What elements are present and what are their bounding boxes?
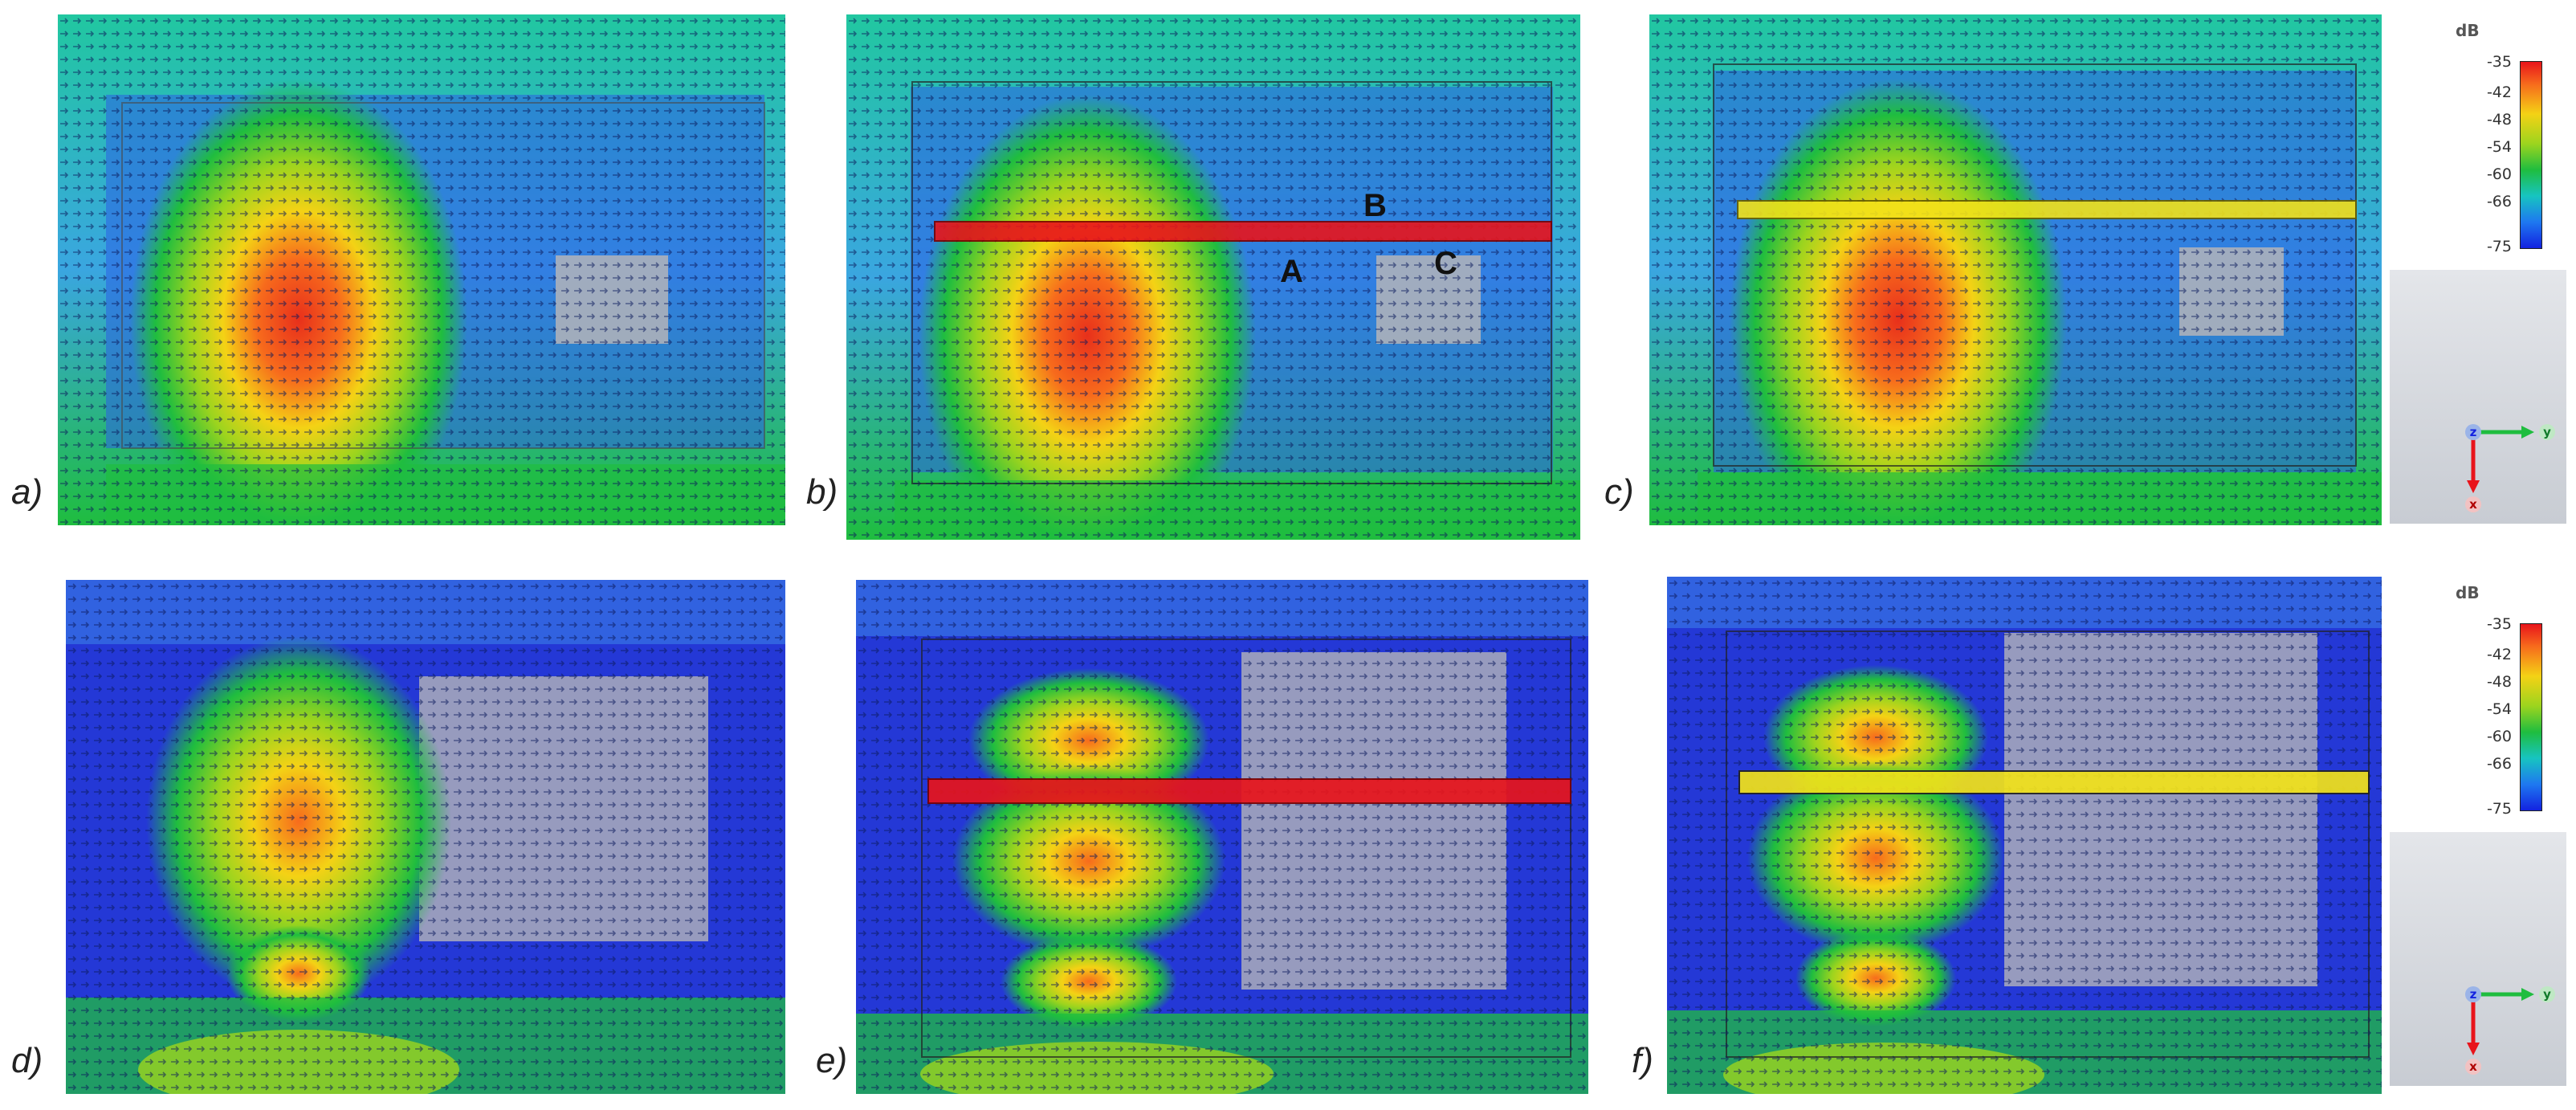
axis-y-label: y	[2539, 986, 2555, 1002]
annotation-b: B	[1363, 188, 1387, 223]
colorbar-tick: -75	[2486, 238, 2512, 255]
colorbar-tick: -54	[2486, 138, 2512, 156]
strip-b	[934, 221, 1552, 242]
colorbar-tick: -66	[2486, 755, 2512, 773]
colorbar-tick: -48	[2486, 673, 2512, 691]
colorbar-tick: -54	[2486, 700, 2512, 718]
colorbar-tick: -42	[2486, 646, 2512, 663]
colorbar-tick: -35	[2486, 53, 2512, 71]
colorbar-unit: dB	[2456, 583, 2480, 602]
panel-label-f: f)	[1632, 1041, 1653, 1080]
colorbar-gradient	[2520, 623, 2542, 811]
field-plot-e	[856, 580, 1588, 1094]
colorbar-tick: -60	[2486, 728, 2512, 745]
field-plot-c	[1649, 14, 2382, 525]
axis-z-label: z	[2465, 424, 2481, 440]
colorbar-unit: dB	[2456, 21, 2480, 40]
axis-triad-bottom: z y x	[2390, 832, 2566, 1086]
colorbar-tick: -35	[2486, 615, 2512, 633]
colorbar-tick: -60	[2486, 165, 2512, 183]
strip-f	[1738, 770, 2370, 794]
field-plot-d	[66, 580, 785, 1094]
axis-y-label: y	[2539, 424, 2555, 440]
annotation-a: A	[1280, 254, 1303, 289]
panel-label-a: a)	[11, 472, 43, 512]
colorbar-gradient	[2520, 61, 2542, 249]
axis-triad-top: z y x	[2390, 270, 2566, 524]
axis-z-label: z	[2465, 986, 2481, 1002]
panel-label-b: b)	[806, 472, 838, 512]
colorbar-top: dB -35 -42 -48 -54 -60 -66 -75	[2401, 16, 2570, 257]
annotation-c: C	[1434, 246, 1457, 281]
axis-x-label: x	[2465, 1059, 2481, 1075]
field-plot-a	[58, 14, 785, 525]
panel-label-e: e)	[816, 1041, 848, 1080]
colorbar-bottom: dB -35 -42 -48 -54 -60 -66 -75	[2401, 578, 2570, 819]
strip-c	[1737, 200, 2357, 219]
axis-x-label: x	[2465, 496, 2481, 512]
panel-label-c: c)	[1604, 472, 1634, 512]
colorbar-tick: -66	[2486, 193, 2512, 210]
strip-e	[927, 778, 1571, 804]
colorbar-tick: -42	[2486, 84, 2512, 101]
field-plot-b	[846, 14, 1580, 540]
colorbar-tick: -75	[2486, 800, 2512, 818]
panel-label-d: d)	[11, 1041, 43, 1080]
field-plot-f	[1667, 577, 2382, 1094]
colorbar-tick: -48	[2486, 111, 2512, 129]
